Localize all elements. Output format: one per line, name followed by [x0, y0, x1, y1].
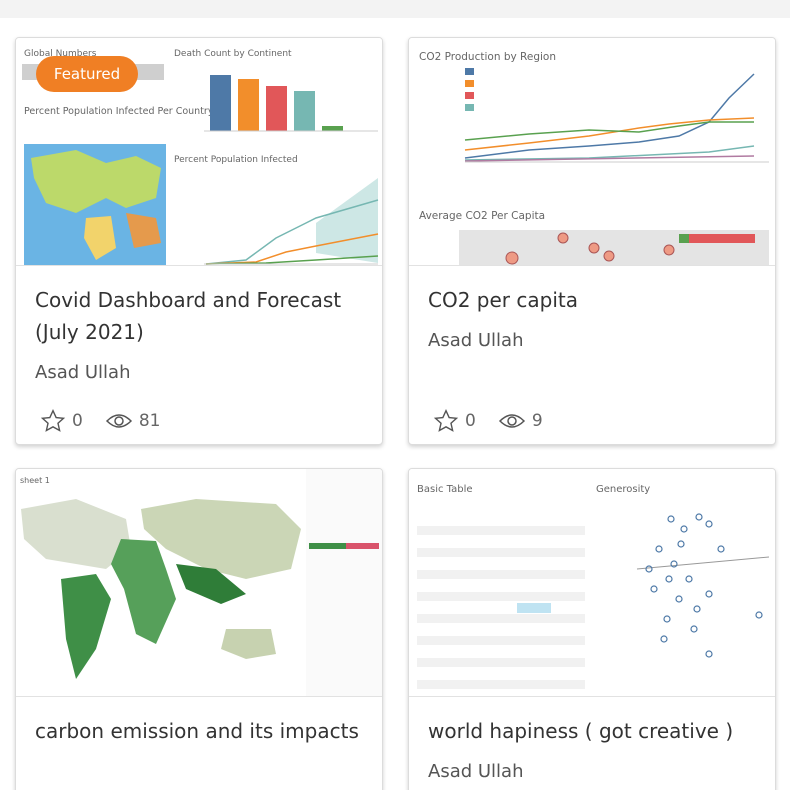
workbook-card[interactable]: Basic Table Generosity world hapiness ( …: [408, 468, 776, 790]
thumb-heading: Average CO2 Per Capita: [419, 210, 545, 222]
card-stats: 0 9: [433, 408, 565, 434]
workbook-card[interactable]: sheet 1 carbon emission and its impacts: [15, 468, 383, 790]
view-count: 9: [531, 411, 543, 431]
workbook-card[interactable]: CO2 Production by Region Average CO2 Per…: [408, 37, 776, 445]
favorite-count: 0: [72, 411, 83, 431]
favorite-count: 0: [465, 411, 476, 431]
top-band: [0, 0, 790, 18]
card-title[interactable]: world hapiness ( got creative ): [428, 719, 734, 743]
card-author[interactable]: Asad Ullah: [428, 761, 524, 782]
workbook-card[interactable]: Global Numbers Percent Population Infect…: [15, 37, 383, 445]
favorite-icon[interactable]: [433, 408, 459, 434]
views-icon: [105, 414, 132, 428]
card-author[interactable]: Asad Ullah: [428, 330, 524, 351]
card-title[interactable]: Covid Dashboard and Forecast (July 2021): [35, 288, 342, 344]
card-title[interactable]: CO2 per capita: [428, 288, 578, 312]
thumbnail[interactable]: CO2 Production by Region Average CO2 Per…: [409, 38, 775, 266]
thumbnail[interactable]: Global Numbers Percent Population Infect…: [16, 38, 382, 266]
card-title[interactable]: carbon emission and its impacts: [35, 719, 359, 743]
featured-badge: Featured: [54, 65, 120, 83]
thumb-heading: Basic Table: [417, 484, 473, 495]
thumb-heading: Percent Population Infected: [174, 155, 298, 165]
thumbnail[interactable]: sheet 1: [16, 469, 382, 697]
thumbnail[interactable]: Basic Table Generosity: [409, 469, 775, 697]
favorite-icon[interactable]: [40, 408, 66, 434]
views-icon: [498, 414, 525, 428]
card-author[interactable]: Asad Ullah: [35, 362, 131, 383]
thumb-heading: Generosity: [596, 484, 650, 495]
card-stats: 0 81: [40, 408, 182, 434]
view-count: 81: [138, 411, 161, 431]
thumb-heading: Percent Population Infected Per Country: [24, 106, 214, 117]
thumb-heading: Global Numbers: [24, 49, 97, 59]
thumb-heading: Death Count by Continent: [174, 49, 292, 59]
thumb-heading: sheet 1: [20, 476, 50, 485]
thumb-heading: CO2 Production by Region: [419, 51, 556, 63]
